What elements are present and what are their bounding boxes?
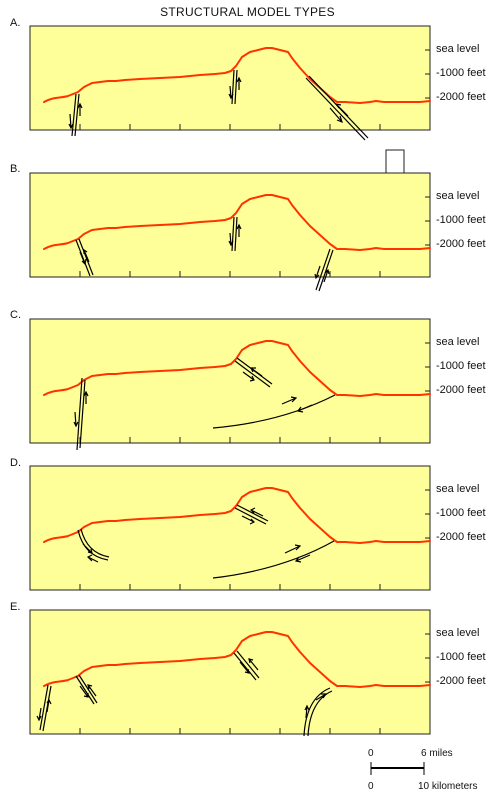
panel-e-2000-feet: -2000 feet (436, 675, 486, 687)
panel-d (29, 465, 431, 591)
panel-a-1000-feet: -1000 feet (436, 67, 486, 79)
panel-e-1000-feet: -1000 feet (436, 651, 486, 663)
panel-c-2000-feet: -2000 feet (436, 384, 486, 396)
scale-miles-zero: 0 (368, 748, 374, 759)
panel-e-label: E. (10, 601, 21, 613)
panel-a-frame (29, 25, 431, 131)
scale-bar (370, 762, 425, 775)
panel-e-frame (29, 609, 431, 735)
scale-miles-value: 6 miles (421, 748, 453, 759)
panel-a-2000-feet: -2000 feet (436, 91, 486, 103)
panel-b-ticks (79, 196, 430, 277)
panel-c-ticks (79, 342, 430, 443)
panel-e (29, 609, 431, 737)
reference-box (385, 149, 405, 174)
panel-d-frame (29, 465, 431, 591)
panel-d-faults (77, 504, 335, 579)
panel-d-1000-feet: -1000 feet (436, 507, 486, 519)
panel-b-1000-feet: -1000 feet (436, 214, 486, 226)
panel-c-frame (29, 318, 431, 444)
panel-a-ticks (79, 49, 430, 130)
panel-e-sea-level: sea level (436, 627, 480, 639)
scale-km-value: 10 kilometers (418, 781, 478, 792)
figure-title: STRUCTURAL MODEL TYPES (160, 5, 335, 19)
panel-b-frame (29, 172, 431, 278)
scale-km-zero: 0 (368, 781, 374, 792)
panel-e-faults (36, 650, 333, 737)
panel-b-label: B. (10, 163, 21, 175)
panel-e-ticks (79, 633, 430, 734)
panel-c-1000-feet: -1000 feet (436, 360, 486, 372)
panel-a-sea-level: sea level (436, 43, 480, 55)
panel-c (29, 318, 431, 451)
panel-a-faults (68, 69, 369, 141)
panel-c-label: C. (10, 309, 21, 321)
panel-b-faults (75, 216, 334, 292)
panel-c-sea-level: sea level (436, 336, 480, 348)
panel-d-sea-level: sea level (436, 483, 480, 495)
panel-b-sea-level: sea level (436, 190, 480, 202)
panel-d-2000-feet: -2000 feet (436, 531, 486, 543)
panel-b-2000-feet: -2000 feet (436, 238, 486, 250)
panel-d-ticks (79, 489, 430, 590)
panel-c-faults (73, 357, 336, 451)
panel-b (29, 172, 431, 292)
panel-a (29, 25, 431, 141)
panel-d-label: D. (10, 457, 21, 469)
panel-a-label: A. (10, 17, 21, 29)
